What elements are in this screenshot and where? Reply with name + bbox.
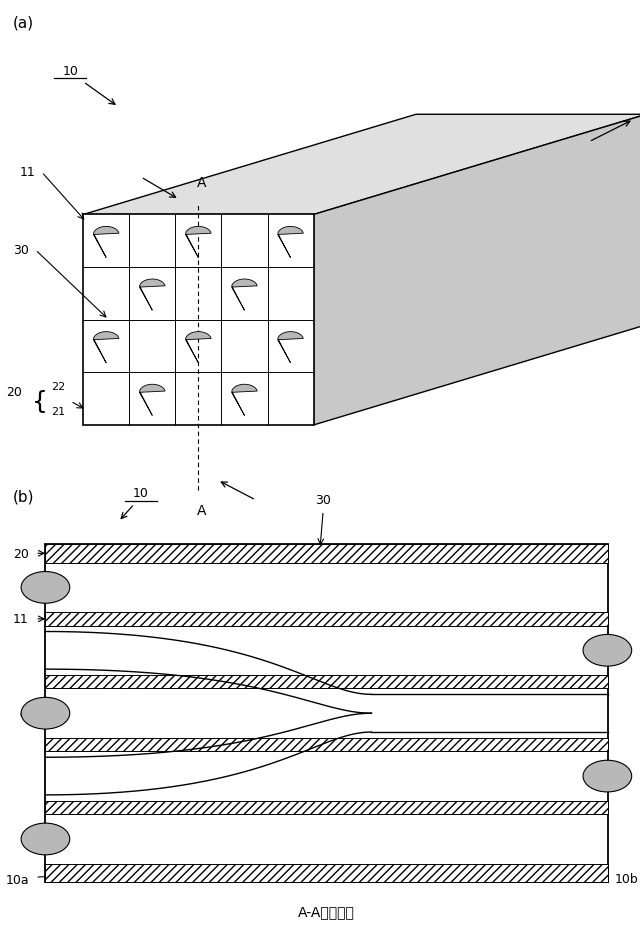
Polygon shape [45, 613, 608, 626]
Ellipse shape [583, 635, 632, 667]
Text: 21: 21 [51, 407, 65, 417]
Polygon shape [314, 115, 640, 425]
Polygon shape [83, 115, 640, 215]
Polygon shape [45, 864, 608, 883]
Polygon shape [278, 227, 303, 259]
Polygon shape [45, 544, 608, 883]
Ellipse shape [21, 823, 70, 855]
Text: A: A [197, 503, 206, 517]
Polygon shape [93, 227, 119, 259]
Text: 11: 11 [13, 613, 29, 626]
Text: 22: 22 [51, 382, 65, 392]
Ellipse shape [21, 572, 70, 603]
Ellipse shape [583, 760, 632, 792]
Polygon shape [45, 738, 608, 752]
Polygon shape [186, 227, 211, 259]
Polygon shape [140, 280, 165, 311]
Polygon shape [45, 544, 608, 563]
Polygon shape [278, 332, 303, 363]
Text: A-A線断面図: A-A線断面図 [298, 905, 355, 919]
Polygon shape [140, 385, 165, 416]
Text: A: A [197, 176, 206, 190]
Text: 10b: 10b [614, 871, 638, 884]
Text: 10: 10 [63, 65, 78, 78]
Polygon shape [186, 332, 211, 363]
Text: (a): (a) [13, 15, 34, 30]
Polygon shape [93, 332, 119, 363]
Text: (b): (b) [13, 489, 35, 503]
Text: G: G [19, 707, 29, 720]
Text: 30: 30 [316, 493, 331, 506]
Text: 30: 30 [13, 244, 29, 257]
Ellipse shape [21, 698, 70, 730]
Polygon shape [83, 215, 314, 425]
Text: {: { [32, 389, 47, 413]
Text: 10a: 10a [5, 873, 29, 886]
Text: 11: 11 [19, 166, 35, 179]
Polygon shape [232, 385, 257, 416]
Polygon shape [232, 280, 257, 311]
Text: 20: 20 [13, 547, 29, 560]
Text: 20: 20 [6, 386, 22, 399]
Polygon shape [45, 801, 608, 814]
Polygon shape [45, 676, 608, 689]
Text: 10: 10 [133, 487, 148, 500]
